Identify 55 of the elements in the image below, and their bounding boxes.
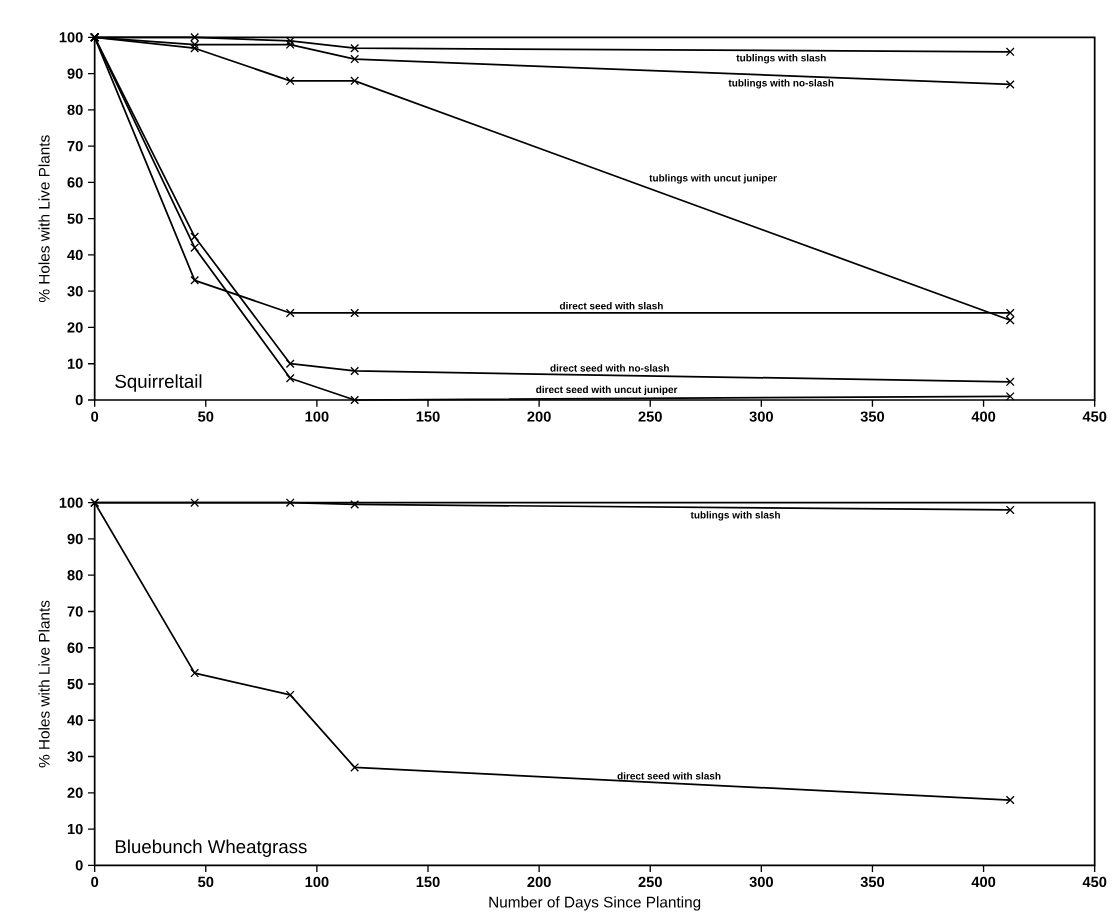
y-tick-label: 40 [67,249,83,261]
y-tick-label: 90 [67,68,83,79]
y-tick-label: 20 [67,787,83,798]
x-tick-label: 300 [749,876,773,888]
y-tick-label: 60 [67,177,83,188]
y-tick-label: 100 [59,32,83,43]
x-tick-label: 400 [971,876,996,888]
series-label: tublings with no-slash [728,79,834,89]
x-tick-label: 150 [416,876,440,888]
y-tick-label: 100 [59,497,83,508]
y-tick-label: 50 [67,213,83,224]
y-tick-label: 10 [67,358,83,369]
y-tick-label: 0 [75,860,83,871]
y-tick-label: 10 [67,823,83,835]
y-tick-label: 50 [67,678,83,690]
y-tick-label: 40 [67,715,83,726]
y-axis-title: % Holes with Live Plants [38,135,50,303]
x-tick-label: 250 [638,876,662,888]
x-tick-label: 200 [527,411,551,422]
x-tick-label: 50 [198,876,214,888]
y-tick-label: 80 [67,570,83,581]
x-tick-label: 450 [1082,411,1107,422]
x-tick-label: 350 [860,411,885,422]
y-tick-label: 20 [67,322,83,333]
series-label: direct seed with slash [559,302,663,310]
series-label: tublings with slash [690,511,780,521]
x-axis-title: Number of Days Since Planting [489,896,701,911]
y-tick-label: 30 [67,286,83,297]
x-tick-label: 0 [91,876,99,888]
series-label: direct seed with uncut juniper [536,385,678,396]
series-label: tublings with slash [736,54,826,64]
series-label: direct seed with slash [617,772,721,780]
y-tick-label: 30 [67,751,83,762]
text: Squirreltail [115,374,202,392]
x-tick-label: 100 [305,876,329,888]
y-axis-title: % Holes with Live Plants [38,600,50,768]
y-tick-label: 90 [67,533,83,545]
x-tick-label: 400 [971,411,996,422]
y-tick-label: 70 [67,140,83,152]
text: Bluebunch Wheatgrass [115,839,307,857]
y-tick-label: 0 [75,394,83,406]
x-tick-label: 350 [860,876,885,888]
x-tick-label: 50 [198,411,214,422]
series-label: tublings with uncut juniper [649,174,777,184]
x-tick-label: 100 [305,411,329,422]
x-tick-label: 150 [416,411,440,422]
x-tick-label: 250 [638,411,662,422]
x-tick-label: 300 [749,411,773,422]
y-tick-label: 60 [67,642,83,653]
series-label: direct seed with no-slash [550,364,669,372]
x-tick-label: 0 [91,411,99,422]
x-tick-label: 200 [527,876,551,888]
x-tick-label: 450 [1082,876,1107,888]
y-tick-label: 70 [67,606,83,617]
y-tick-label: 80 [67,104,83,116]
